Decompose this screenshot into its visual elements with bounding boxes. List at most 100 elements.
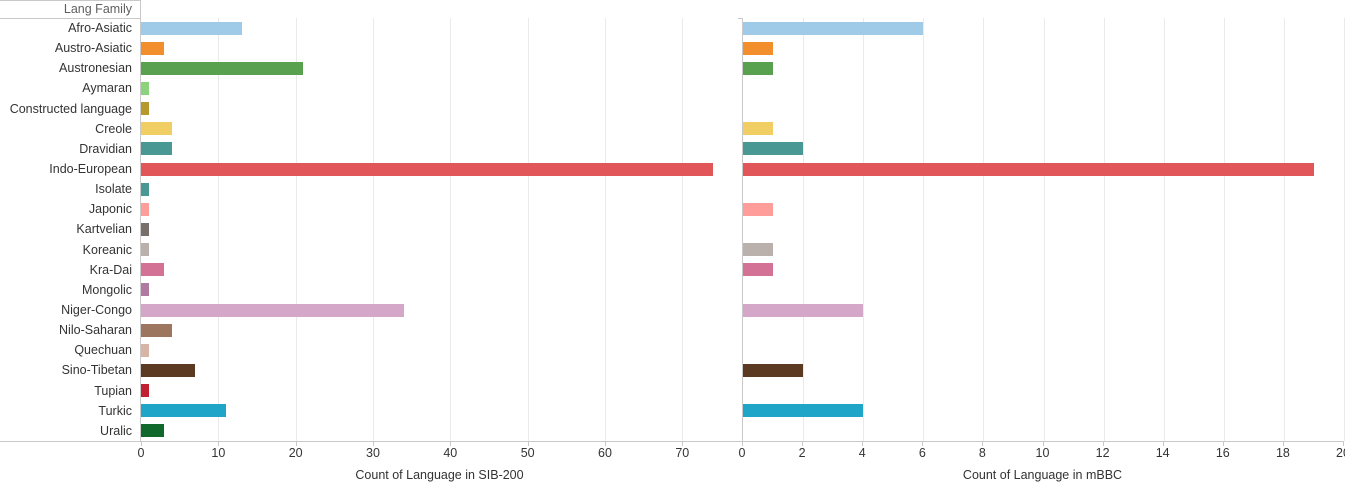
category-label-kra-dai[interactable]: Kra-Dai [89,262,132,277]
gridline [983,18,985,441]
bar-koreanic[interactable] [141,243,149,257]
category-label-tupian[interactable]: Tupian [94,383,132,398]
tick-mark [1282,441,1284,446]
bar-kartvelian[interactable] [141,223,149,236]
gridline [218,18,220,441]
bar-quechuan[interactable] [141,343,149,357]
tick-mark [450,441,452,446]
axis-title-mbbc: Count of Language in mBBC [962,468,1123,482]
tick-label: 70 [675,446,690,460]
tick-mark [922,441,924,446]
tick-mark [982,441,984,446]
bar-indo-european[interactable] [743,162,1314,176]
category-label-quechuan[interactable]: Quechuan [74,343,132,358]
tick-mark [1343,441,1344,446]
bar-creole[interactable] [141,122,172,136]
gridline [1223,18,1225,441]
category-label-austronesian[interactable]: Austronesian [59,61,132,76]
tick-mark [527,441,529,446]
gridline [1163,18,1165,441]
bar-japonic[interactable] [743,202,774,216]
gridline [527,18,529,441]
header-top-border [0,0,140,1]
bar-austronesian[interactable] [743,61,774,75]
category-label-sino-tibetan[interactable]: Sino-Tibetan [61,363,132,378]
bar-turkic[interactable] [141,404,227,418]
bar-nilo-saharan[interactable] [141,323,172,337]
category-label-koreanic[interactable]: Koreanic [82,242,132,257]
tick-label: 20 [288,446,303,460]
bar-afro-asiatic[interactable] [141,21,242,35]
tick-mark [802,441,804,446]
bar-dravidian[interactable] [141,142,172,156]
bar-turkic[interactable] [743,404,864,418]
axis-title-sib200: Count of Language in SIB-200 [355,468,524,482]
tick-mark [141,441,142,446]
bar-dravidian[interactable] [743,142,804,156]
bar-koreanic[interactable] [743,243,774,257]
bar-tupian[interactable] [141,384,149,398]
tick-label: 18 [1275,446,1290,460]
bar-uralic[interactable] [141,424,165,438]
category-label-niger-congo[interactable]: Niger-Congo [61,303,132,318]
bar-niger-congo[interactable] [141,303,404,317]
category-label-afro-asiatic[interactable]: Afro-Asiatic [68,21,132,36]
tick-label: 60 [598,446,612,460]
bar-isolate[interactable] [141,182,149,196]
category-label-japonic[interactable]: Japonic [88,202,132,217]
tick-label: 40 [443,446,458,460]
bar-japonic[interactable] [141,202,149,216]
bar-kra-dai[interactable] [141,263,165,277]
bar-sino-tibetan[interactable] [141,364,196,377]
category-label-constructed-language[interactable]: Constructed language [9,101,132,116]
tick-label: 0 [738,446,746,460]
tick-label: 8 [978,446,986,460]
row-header-label: Lang Family [63,2,132,16]
pane-sib200 [141,18,738,441]
gridline [1043,18,1045,441]
bar-constructed-language[interactable] [141,102,149,116]
bar-indo-european[interactable] [141,162,714,176]
category-label-aymaran[interactable]: Aymaran [82,81,132,96]
tick-label: 12 [1095,446,1110,460]
bar-niger-congo[interactable] [743,303,864,317]
gridline [450,18,452,441]
row-header-axis-line [140,0,141,441]
gridline [803,18,805,441]
tick-mark [742,441,743,446]
tick-mark [1222,441,1224,446]
bar-mongolic[interactable] [141,283,149,297]
bar-austro-asiatic[interactable] [743,41,774,55]
category-label-austro-asiatic[interactable]: Austro-Asiatic [54,41,132,56]
bar-austronesian[interactable] [141,61,304,75]
tick-label: 30 [366,446,380,460]
tick-label: 20 [1336,446,1345,460]
pane-mbbc [742,18,1345,441]
category-label-indo-european[interactable]: Indo-European [49,162,132,177]
bar-sino-tibetan[interactable] [743,364,804,377]
tick-mark [1162,441,1164,446]
category-label-mongolic[interactable]: Mongolic [81,282,132,297]
tick-mark [1102,441,1104,446]
bar-austro-asiatic[interactable] [141,41,165,55]
category-label-turkic[interactable]: Turkic [98,403,132,418]
category-label-isolate[interactable]: Isolate [95,182,132,197]
bar-kra-dai[interactable] [743,263,774,277]
tick-mark [295,441,297,446]
category-label-uralic[interactable]: Uralic [100,423,132,438]
tick-label: 50 [520,446,535,460]
bar-creole[interactable] [743,122,774,136]
gridline [604,18,606,441]
gridline [1103,18,1105,441]
category-label-creole[interactable]: Creole [95,121,132,136]
category-label-nilo-saharan[interactable]: Nilo-Saharan [59,323,132,338]
category-label-kartvelian[interactable]: Kartvelian [76,222,132,237]
tick-label: 10 [211,446,226,460]
bar-aymaran[interactable] [141,82,149,95]
gridline [863,18,865,441]
x-axis-mbbc: 0 2 4 6 8 10 12 14 16 18 20 [738,441,1345,463]
gridline [1283,18,1285,441]
bar-afro-asiatic[interactable] [743,21,924,35]
category-label-dravidian[interactable]: Dravidian [79,141,132,156]
